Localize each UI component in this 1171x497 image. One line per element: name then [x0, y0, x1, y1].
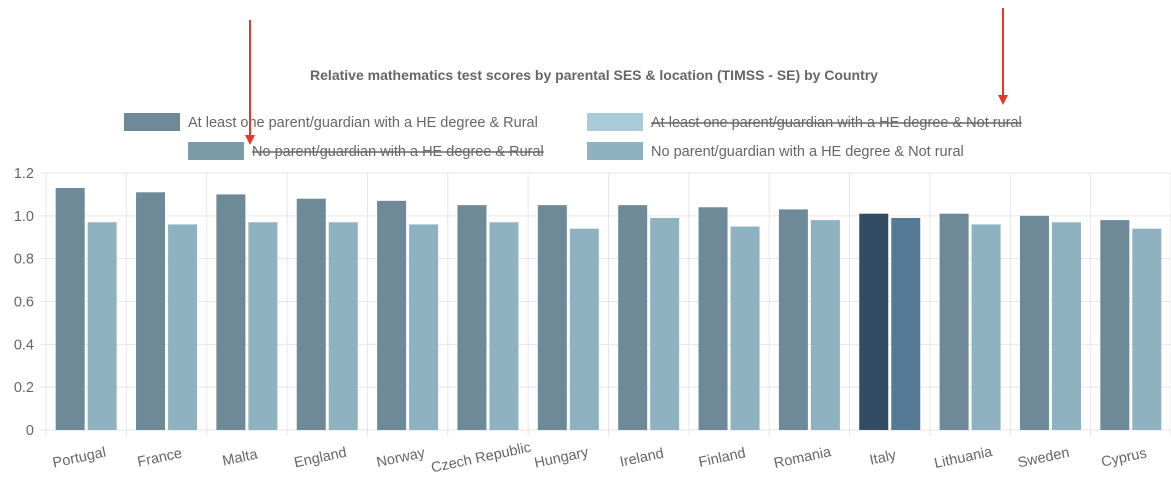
bar-portugal-series-1[interactable] [87, 222, 117, 430]
bar-ireland-series-0[interactable] [618, 205, 648, 430]
x-tick-label: Czech Republic [430, 440, 533, 477]
y-tick-label: 0.6 [14, 295, 34, 311]
y-tick-label: 0.8 [14, 252, 34, 268]
bar-cyprus-series-1[interactable] [1132, 228, 1162, 430]
legend-label: At least one parent/guardian with a HE d… [188, 115, 538, 131]
bar-malta-series-1[interactable] [248, 222, 278, 430]
legend-item-1[interactable]: At least one parent/guardian with a HE d… [587, 113, 1022, 131]
bar-england-series-1[interactable] [328, 222, 358, 430]
bar-cyprus-series-0[interactable] [1100, 220, 1130, 430]
bar-england-series-0[interactable] [296, 198, 326, 430]
x-tick-label: England [293, 445, 348, 472]
bar-norway-series-0[interactable] [377, 200, 407, 430]
bar-sweden-series-0[interactable] [1019, 215, 1049, 430]
bar-portugal-series-0[interactable] [55, 187, 85, 430]
bar-sweden-series-1[interactable] [1051, 222, 1081, 430]
y-tick-label: 1.0 [14, 209, 34, 225]
y-axis: 0 0.2 0.4 0.6 0.8 1.0 1.2 [14, 166, 34, 439]
bar-finland-series-1[interactable] [730, 226, 760, 430]
x-tick-label: Finland [697, 445, 747, 471]
bar-malta-series-0[interactable] [216, 194, 246, 430]
x-tick-label: Hungary [533, 444, 591, 471]
legend-label: No parent/guardian with a HE degree & No… [651, 144, 964, 160]
legend-swatch [124, 113, 180, 131]
legend-swatch [587, 142, 643, 160]
bar-romania-series-1[interactable] [810, 220, 840, 430]
bar-czech-republic-series-0[interactable] [457, 205, 487, 430]
bar-france-series-1[interactable] [168, 224, 198, 430]
legend: At least one parent/guardian with a HE d… [124, 113, 1022, 160]
bar-czech-republic-series-1[interactable] [489, 222, 519, 430]
x-axis: Portugal France Malta England Norway Czech Re… [51, 440, 1148, 477]
x-tick-label: Romania [773, 444, 834, 472]
legend-item-0[interactable]: At least one parent/guardian with a HE d… [124, 113, 538, 131]
legend-label: At least one parent/guardian with a HE d… [651, 115, 1022, 131]
x-tick-label: Cyprus [1100, 445, 1148, 470]
x-tick-label: Lithuania [933, 444, 995, 472]
bar-lithuania-series-1[interactable] [971, 224, 1001, 430]
y-tick-label: 0 [26, 423, 34, 439]
bar-norway-series-1[interactable] [409, 224, 439, 430]
x-tick-label: Ireland [618, 446, 665, 471]
legend-swatch [188, 142, 244, 160]
x-tick-label: Sweden [1016, 445, 1071, 472]
bar-italy-series-1[interactable] [891, 217, 921, 430]
legend-swatch [587, 113, 643, 131]
x-tick-label: Norway [375, 445, 427, 471]
y-tick-label: 0.4 [14, 337, 34, 353]
y-tick-label: 1.2 [14, 166, 34, 182]
x-tick-label: Portugal [51, 445, 107, 472]
bar-ireland-series-1[interactable] [650, 217, 680, 430]
y-tick-label: 0.2 [14, 380, 34, 396]
bar-lithuania-series-0[interactable] [939, 213, 969, 430]
x-tick-label: Malta [221, 446, 260, 469]
chart-title: Relative mathematics test scores by pare… [310, 67, 878, 83]
grid [40, 172, 1171, 436]
legend-item-2[interactable]: No parent/guardian with a HE degree & Ru… [188, 142, 544, 160]
legend-item-3[interactable]: No parent/guardian with a HE degree & No… [587, 142, 964, 160]
bar-romania-series-0[interactable] [778, 209, 808, 430]
bar-france-series-0[interactable] [136, 192, 166, 430]
bar-italy-series-0[interactable] [859, 213, 889, 430]
x-tick-label: France [136, 446, 183, 471]
x-tick-label: Italy [868, 447, 898, 468]
bar-hungary-series-0[interactable] [537, 205, 567, 430]
bar-finland-series-0[interactable] [698, 207, 728, 430]
legend-label: No parent/guardian with a HE degree & Ru… [252, 144, 544, 160]
bar-hungary-series-1[interactable] [569, 228, 599, 430]
bars [55, 187, 1162, 430]
